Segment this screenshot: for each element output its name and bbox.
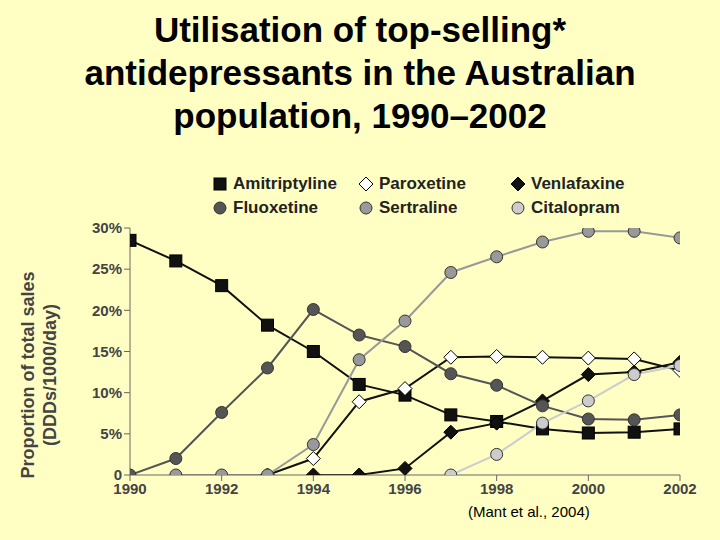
- svg-text:1990: 1990: [113, 479, 147, 497]
- svg-text:10%: 10%: [92, 384, 122, 401]
- html-text:Amitriptyline: Amitriptyline: [233, 174, 337, 193]
- html-text:Citalopram: Citalopram: [531, 198, 620, 217]
- svg-text:20%: 20%: [92, 302, 122, 319]
- svg-text:15%: 15%: [92, 343, 122, 360]
- svg-text:1996: 1996: [388, 480, 421, 497]
- html-text:Proportion of total sales (DDD: Proportion of total sales (DDDs/1000/day…: [18, 271, 60, 479]
- svg-text:1998: 1998: [480, 480, 513, 497]
- svg-text:30%: 30%: [92, 219, 122, 236]
- html-text:(Mant et al., 2004): (Mant et al., 2004): [468, 503, 590, 520]
- svg-text:25%: 25%: [92, 260, 122, 277]
- html-text:Venlafaxine: Venlafaxine: [531, 174, 625, 193]
- svg-text:2002: 2002: [663, 480, 696, 497]
- svg-text:2000: 2000: [572, 480, 605, 497]
- svg-text:0: 0: [114, 466, 122, 483]
- svg-text:1994: 1994: [297, 480, 331, 497]
- svg-text:5%: 5%: [100, 425, 122, 442]
- html-text:Fluoxetine: Fluoxetine: [233, 198, 318, 217]
- html-text:Sertraline: Sertraline: [379, 198, 458, 217]
- svg-text:1992: 1992: [205, 480, 238, 497]
- html-text:Utilisation of top-selling* an: Utilisation of top-selling* antidepressa…: [84, 10, 636, 135]
- html-text:Paroxetine: Paroxetine: [379, 174, 466, 193]
